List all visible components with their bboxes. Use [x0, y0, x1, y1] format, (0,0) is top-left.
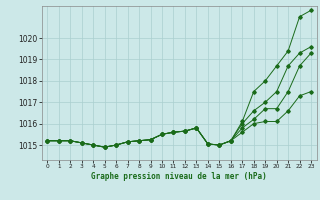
X-axis label: Graphe pression niveau de la mer (hPa): Graphe pression niveau de la mer (hPa) — [91, 172, 267, 181]
